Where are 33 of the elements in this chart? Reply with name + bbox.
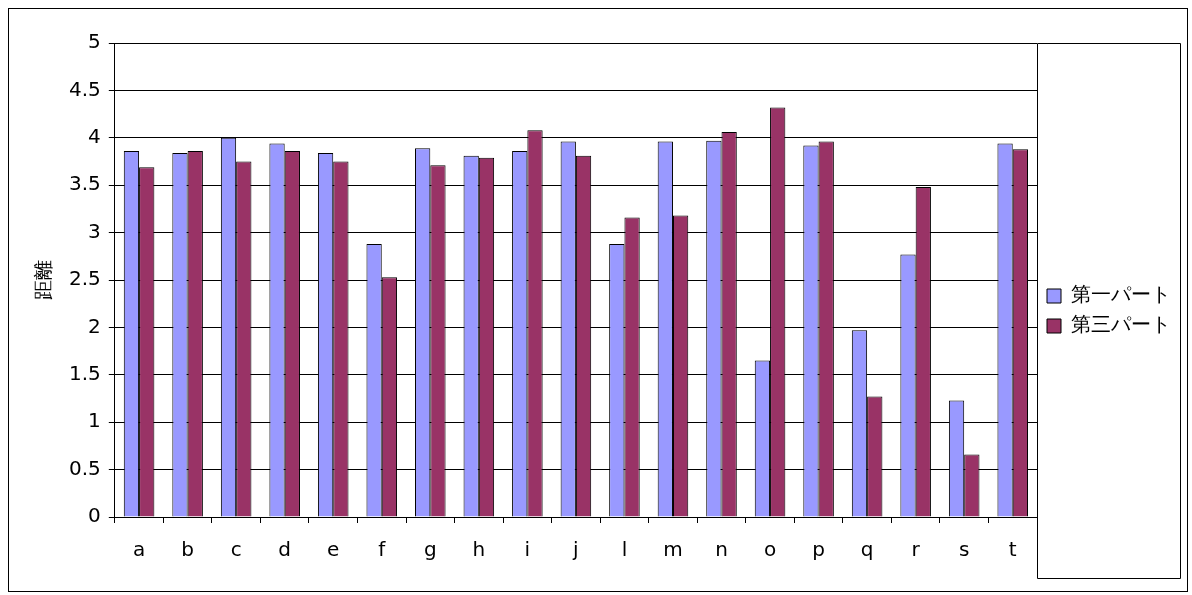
- y-tick-label: 1.5: [68, 361, 101, 385]
- y-tick-label: 4.5: [68, 76, 101, 101]
- x-tick-label: o: [763, 537, 777, 562]
- y-tick-label: 2.5: [68, 266, 101, 291]
- y-tick-label: 3: [88, 218, 101, 243]
- y-tick-label: 5: [88, 29, 101, 54]
- x-tick-label: q: [860, 537, 874, 562]
- x-tick-label: p: [812, 537, 825, 562]
- y-axis-title: 距離: [31, 260, 56, 300]
- legend-label: 第三パート: [1071, 312, 1171, 337]
- x-tick-label: s: [958, 537, 970, 562]
- y-tick-label: 4: [88, 124, 101, 148]
- x-tick-label: b: [181, 537, 194, 562]
- x-tick-label: d: [278, 537, 292, 562]
- x-tick-label: t: [1008, 537, 1017, 562]
- x-tick-label: l: [621, 537, 628, 562]
- x-tick-label: e: [327, 537, 340, 562]
- x-tick-label: n: [715, 537, 728, 562]
- y-tick-label: 3.5: [68, 171, 101, 196]
- x-tick-label: j: [572, 537, 579, 562]
- x-tick-label: m: [663, 537, 683, 562]
- y-tick-label: 0.5: [68, 455, 101, 480]
- x-tick-label: c: [230, 537, 242, 562]
- x-tick-label: a: [132, 537, 146, 562]
- x-tick-label: g: [423, 537, 437, 562]
- y-tick-label: 1: [88, 408, 101, 433]
- x-tick-label: f: [378, 537, 387, 562]
- x-tick-label: r: [911, 537, 921, 562]
- y-tick-label: 0: [88, 503, 101, 528]
- y-tick-label: 2: [88, 313, 101, 338]
- x-tick-label: h: [472, 537, 486, 562]
- legend-label: 第一パート: [1071, 282, 1171, 307]
- x-tick-label: i: [524, 537, 531, 562]
